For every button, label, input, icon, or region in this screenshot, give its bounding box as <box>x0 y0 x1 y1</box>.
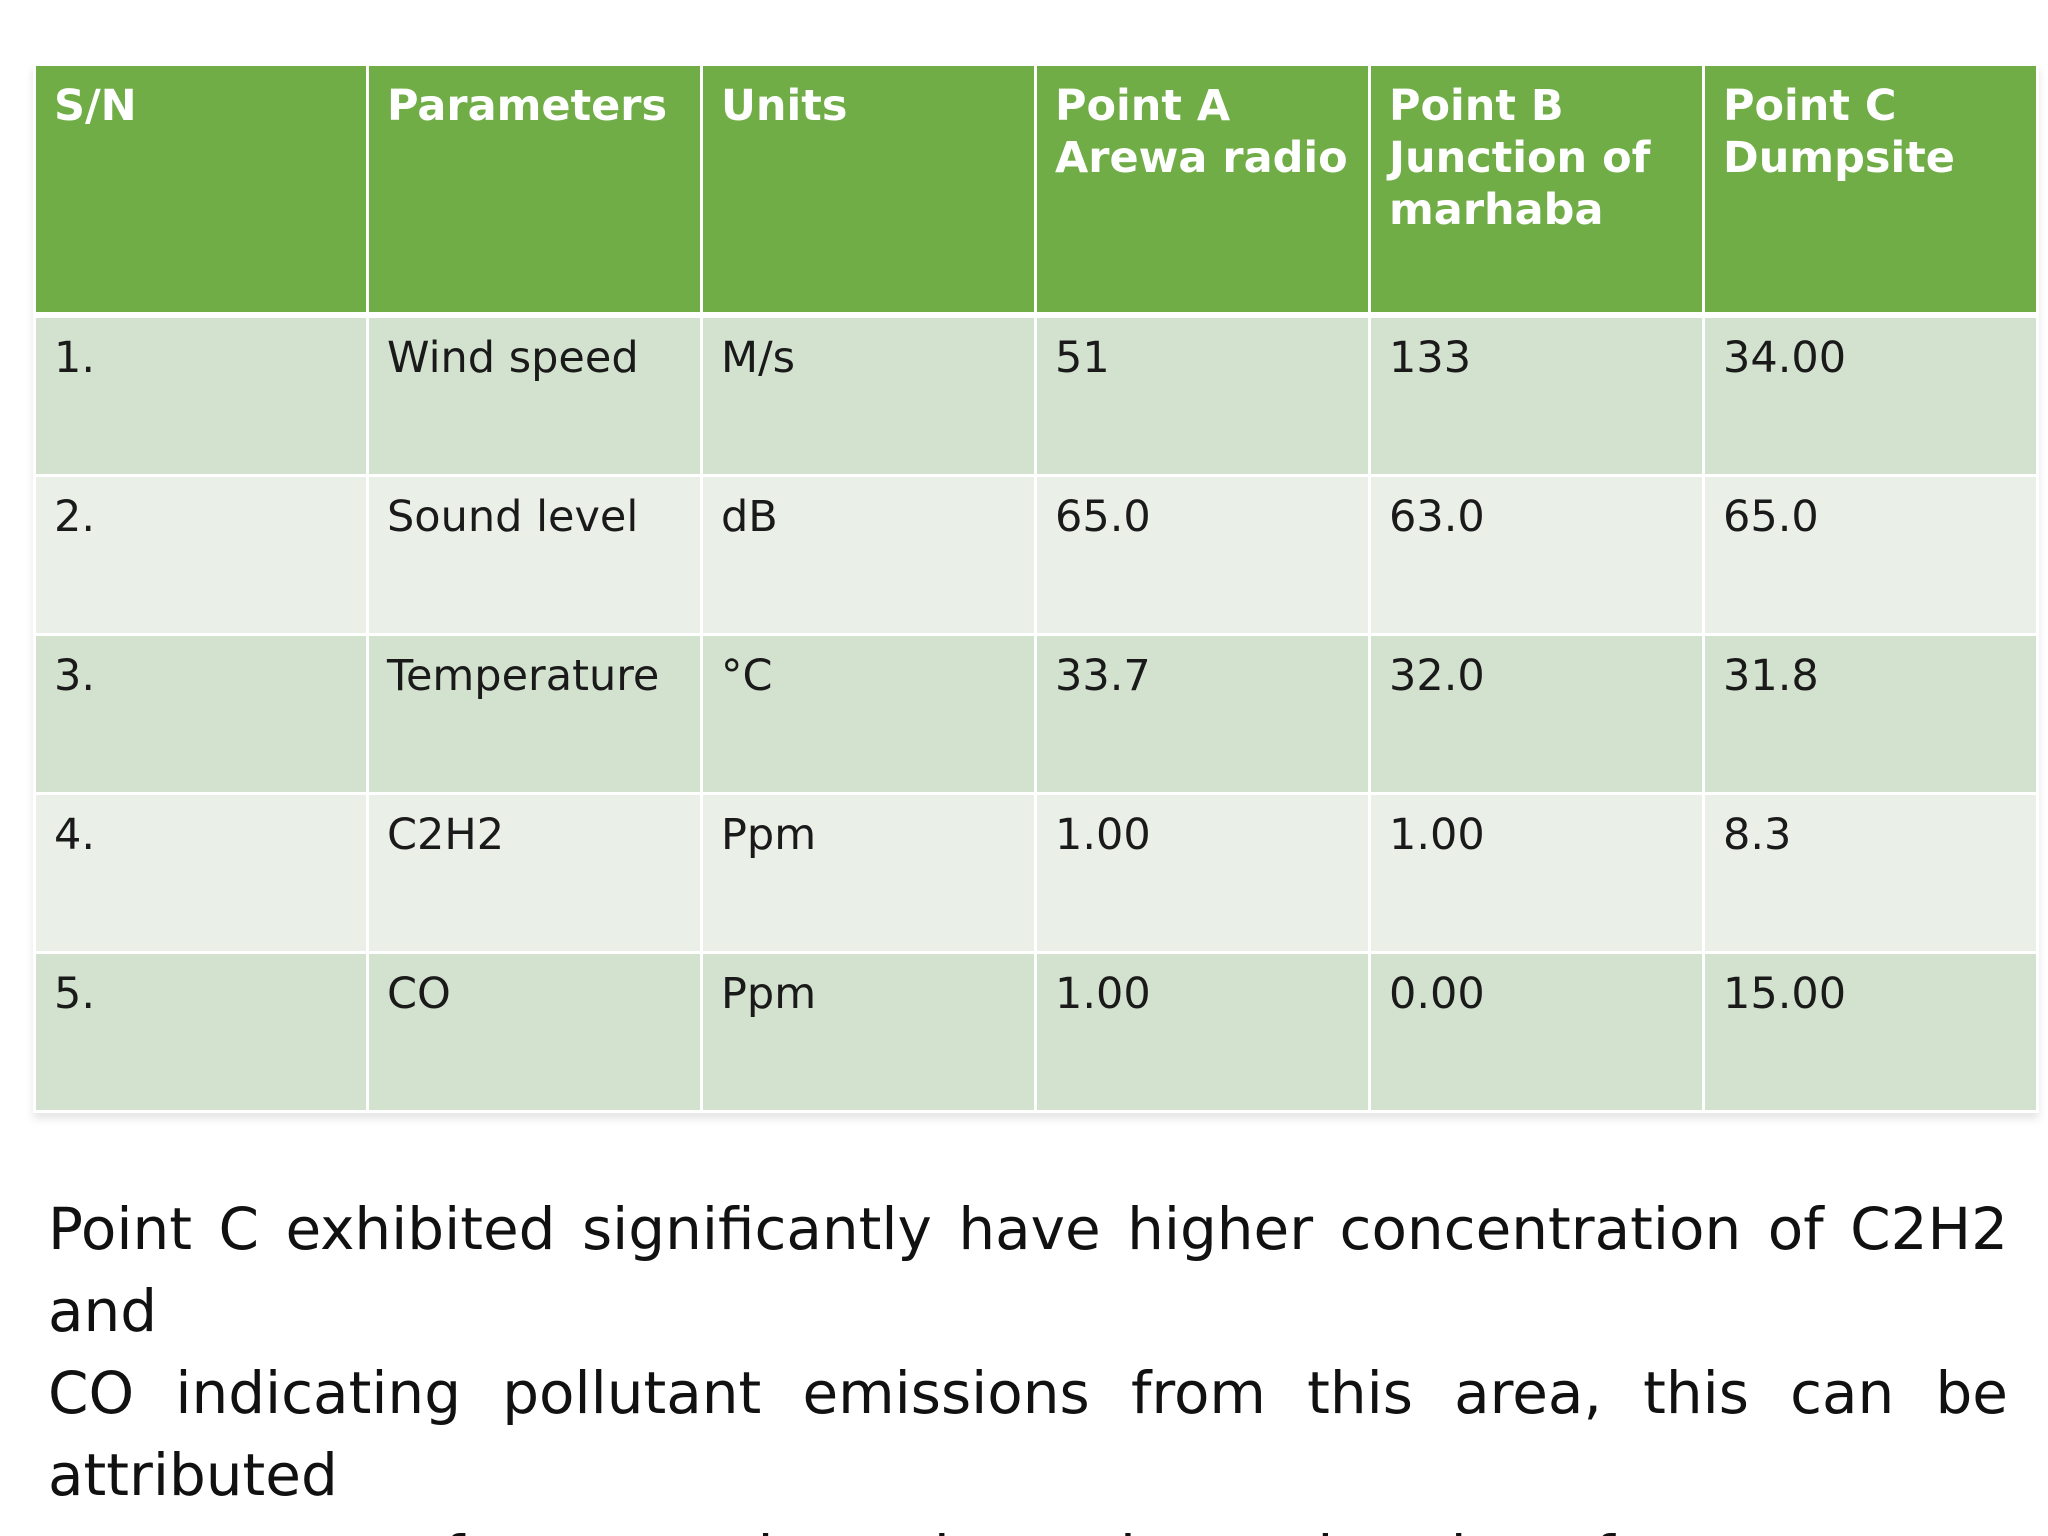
cell-point-c: 8.3 <box>1702 792 2039 954</box>
cell-point-a: 33.7 <box>1034 633 1371 795</box>
table-row: 4. C2H2 Ppm 1.00 1.00 8.3 <box>33 792 2039 954</box>
table-row: 5. CO Ppm 1.00 0.00 15.00 <box>33 951 2039 1113</box>
cell-sn: 4. <box>33 792 369 954</box>
caption-paragraph: Point C exhibited significantly have hig… <box>48 1188 2008 1536</box>
header-point-c: Point C Dumpsite <box>1702 63 2039 318</box>
cell-point-a: 1.00 <box>1034 792 1371 954</box>
caption-line: CO indicating pollutant emissions from t… <box>48 1359 2008 1509</box>
cell-point-a: 65.0 <box>1034 474 1371 636</box>
cell-unit: Ppm <box>700 792 1037 954</box>
cell-point-b: 0.00 <box>1368 951 1705 1113</box>
cell-unit: dB <box>700 474 1037 636</box>
cell-unit: Ppm <box>700 951 1037 1113</box>
cell-point-b: 32.0 <box>1368 633 1705 795</box>
header-point-a: Point A Arewa radio <box>1034 63 1371 318</box>
header-point-c-location: Dumpsite <box>1723 133 1955 183</box>
header-sn-label: S/N <box>54 81 137 131</box>
header-point-b-title: Point B <box>1389 81 1564 131</box>
header-units: Units <box>700 63 1037 318</box>
table-row: 2. Sound level dB 65.0 63.0 65.0 <box>33 474 2039 636</box>
cell-point-c: 65.0 <box>1702 474 2039 636</box>
header-parameters: Parameters <box>366 63 703 318</box>
caption-line: to presence of an open dumpsite and open… <box>48 1516 2008 1536</box>
measurements-table: S/N Parameters Units Point A Arewa radio… <box>33 63 2039 1113</box>
header-point-b-location-2: marhaba <box>1389 185 1604 235</box>
cell-point-c: 34.00 <box>1702 313 2039 477</box>
cell-point-c: 31.8 <box>1702 633 2039 795</box>
cell-point-a: 51 <box>1034 313 1371 477</box>
caption-line: Point C exhibited significantly have hig… <box>48 1195 2008 1345</box>
header-sn: S/N <box>33 63 369 318</box>
header-parameters-label: Parameters <box>387 81 668 131</box>
header-point-b-location-1: Junction of <box>1389 133 1651 183</box>
cell-sn: 5. <box>33 951 369 1113</box>
cell-point-c: 15.00 <box>1702 951 2039 1113</box>
cell-point-b: 133 <box>1368 313 1705 477</box>
cell-parameter: C2H2 <box>366 792 703 954</box>
cell-parameter: Wind speed <box>366 313 703 477</box>
cell-unit: °C <box>700 633 1037 795</box>
header-point-c-title: Point C <box>1723 81 1897 131</box>
header-point-a-title: Point A <box>1055 81 1231 131</box>
cell-point-a: 1.00 <box>1034 951 1371 1113</box>
cell-unit: M/s <box>700 313 1037 477</box>
header-point-a-location: Arewa radio <box>1055 133 1348 183</box>
cell-parameter: Temperature <box>366 633 703 795</box>
header-units-label: Units <box>721 81 848 131</box>
header-point-b: Point B Junction of marhaba <box>1368 63 1705 318</box>
cell-point-b: 1.00 <box>1368 792 1705 954</box>
table-row: 1. Wind speed M/s 51 133 34.00 <box>33 313 2039 477</box>
cell-sn: 1. <box>33 313 369 477</box>
cell-parameter: CO <box>366 951 703 1113</box>
cell-sn: 3. <box>33 633 369 795</box>
cell-point-b: 63.0 <box>1368 474 1705 636</box>
table-row: 3. Temperature °C 33.7 32.0 31.8 <box>33 633 2039 795</box>
cell-parameter: Sound level <box>366 474 703 636</box>
cell-sn: 2. <box>33 474 369 636</box>
table-header-row: S/N Parameters Units Point A Arewa radio… <box>33 63 2039 318</box>
